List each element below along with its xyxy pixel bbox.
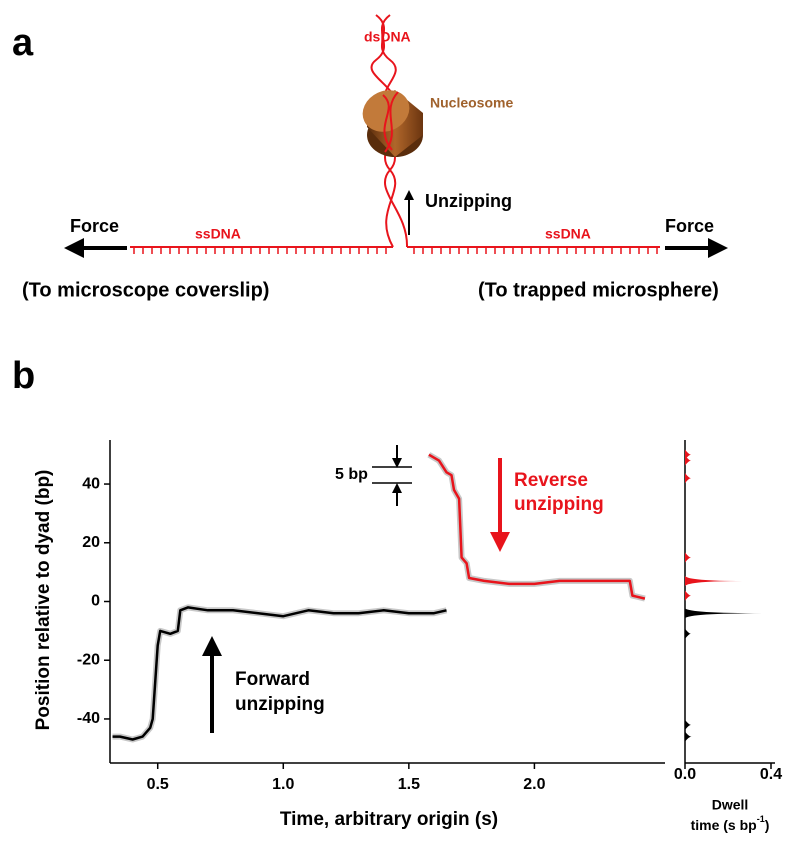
dwell-peak — [685, 575, 744, 586]
scale-bar — [202, 445, 510, 733]
dwell-peak — [685, 719, 691, 730]
x-tick-label: 1.0 — [272, 776, 294, 793]
dwell-label: time (s bp-1) — [691, 814, 770, 832]
y-tick-label: 20 — [82, 534, 100, 551]
force-label: Force — [70, 216, 119, 236]
dwell-peak — [685, 449, 691, 460]
panel-label: b — [12, 355, 35, 397]
unzipping-label: Unzipping — [425, 191, 512, 211]
axes — [109, 440, 775, 764]
nucleosome-label: Nucleosome — [430, 95, 513, 111]
annotation: unzipping — [514, 494, 604, 515]
ssdna-label: ssDNA — [545, 226, 591, 242]
dwell-peak — [685, 455, 691, 466]
force-label: Force — [665, 216, 714, 236]
y-tick-label: -20 — [77, 651, 100, 668]
annotation: Reverse — [514, 470, 588, 491]
dwell-peak — [685, 552, 691, 563]
caption: (To microscope coverslip) — [22, 279, 269, 301]
dwell-peak — [685, 590, 691, 601]
y-tick-label: -40 — [77, 710, 100, 727]
dwell-peak — [685, 628, 691, 639]
dwell-label: Dwell — [712, 797, 749, 813]
annotation: 5 bp — [335, 466, 368, 483]
y-tick-label: 0 — [91, 593, 100, 610]
annotation: Forward — [235, 669, 310, 690]
dwell-peak — [685, 608, 767, 619]
y-tick-label: 40 — [82, 475, 100, 492]
x-axis-label: Time, arbitrary origin (s) — [280, 809, 498, 830]
caption: (To trapped microsphere) — [478, 279, 719, 301]
y-axis-label: Position relative to dyad (bp) — [33, 470, 54, 731]
x-tick-label: 2.0 — [523, 776, 545, 793]
trace — [112, 606, 447, 741]
x-tick-label: 0.5 — [147, 776, 169, 793]
trace — [428, 453, 646, 600]
annotation: unzipping — [235, 694, 325, 715]
diagram — [64, 14, 728, 258]
ssdna-label: ssDNA — [195, 226, 241, 242]
dwell-tick-label: 0.4 — [760, 766, 782, 783]
dwell-tick-label: 0.0 — [674, 766, 696, 783]
dwell-peak — [685, 731, 692, 742]
dsdna-label: dsDNA — [364, 29, 411, 45]
x-tick-label: 1.5 — [398, 776, 420, 793]
panel-label: a — [12, 22, 34, 64]
dwell-peak — [685, 473, 691, 484]
